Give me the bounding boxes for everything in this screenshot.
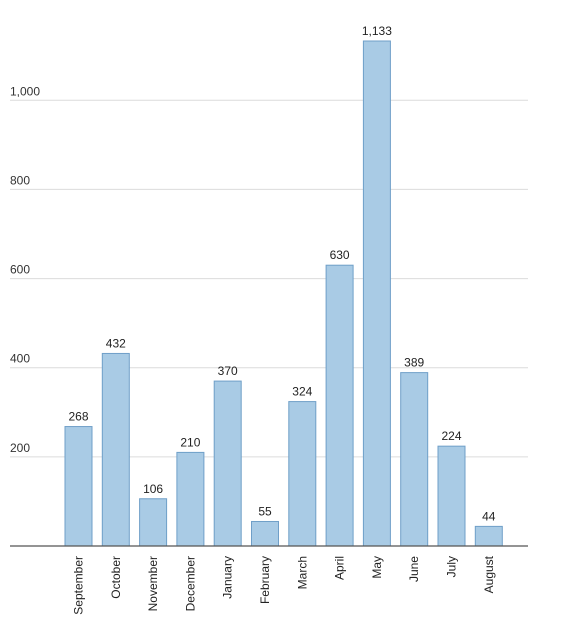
- y-tick-label-4: 1,000: [10, 84, 40, 98]
- value-label-april: 630: [330, 248, 350, 262]
- x-tick-label-november: November: [146, 556, 160, 611]
- x-tick-label-june: June: [407, 556, 421, 582]
- bar-june: [400, 372, 429, 547]
- bar-may: [362, 40, 391, 547]
- value-label-march: 324: [292, 385, 312, 399]
- y-tick-label-0: 200: [10, 441, 30, 455]
- x-tick-label-october: October: [109, 556, 123, 599]
- y-tick-label-1: 400: [10, 352, 30, 366]
- value-label-february: 55: [258, 504, 272, 518]
- x-tick-label-august: August: [482, 555, 496, 593]
- value-label-june: 389: [404, 356, 424, 370]
- bar-december: [176, 451, 205, 547]
- value-label-may: 1,133: [362, 24, 392, 38]
- x-tick-label-february: February: [258, 556, 272, 604]
- value-label-november: 106: [143, 482, 163, 496]
- value-label-january: 370: [218, 364, 238, 378]
- x-tick-label-march: March: [295, 556, 309, 589]
- y-tick-label-2: 600: [10, 263, 30, 277]
- bar-august: [474, 525, 503, 547]
- x-tick-label-september: September: [72, 556, 86, 615]
- bar-november: [139, 498, 168, 547]
- grid-layer: [10, 99, 528, 458]
- x-tick-label-april: April: [333, 556, 347, 580]
- x-tick-label-may: May: [370, 556, 384, 579]
- value-label-july: 224: [441, 429, 461, 443]
- value-label-october: 432: [106, 336, 126, 350]
- y-axis-layer: 200 400 600 800 1,000: [10, 84, 40, 455]
- value-label-august: 44: [482, 509, 496, 523]
- bar-march: [288, 401, 317, 547]
- bar-april: [325, 264, 354, 547]
- x-tick-label-july: July: [445, 556, 459, 577]
- bar-february: [251, 520, 279, 547]
- bar-october: [101, 352, 130, 547]
- x-axis-layer: September October November December January F…: [10, 545, 528, 615]
- bar-september: [64, 426, 93, 547]
- value-label-december: 210: [180, 435, 200, 449]
- bar-january: [213, 380, 242, 547]
- x-tick-label-january: January: [221, 556, 235, 599]
- y-tick-label-3: 800: [10, 173, 30, 187]
- bar-july: [437, 445, 466, 547]
- x-tick-label-december: December: [183, 556, 197, 611]
- bars-layer: [64, 40, 503, 547]
- value-label-layer: 268 432 106 210 370 55 324 630 1,133 389 224 44: [68, 24, 495, 523]
- value-label-september: 268: [68, 410, 88, 424]
